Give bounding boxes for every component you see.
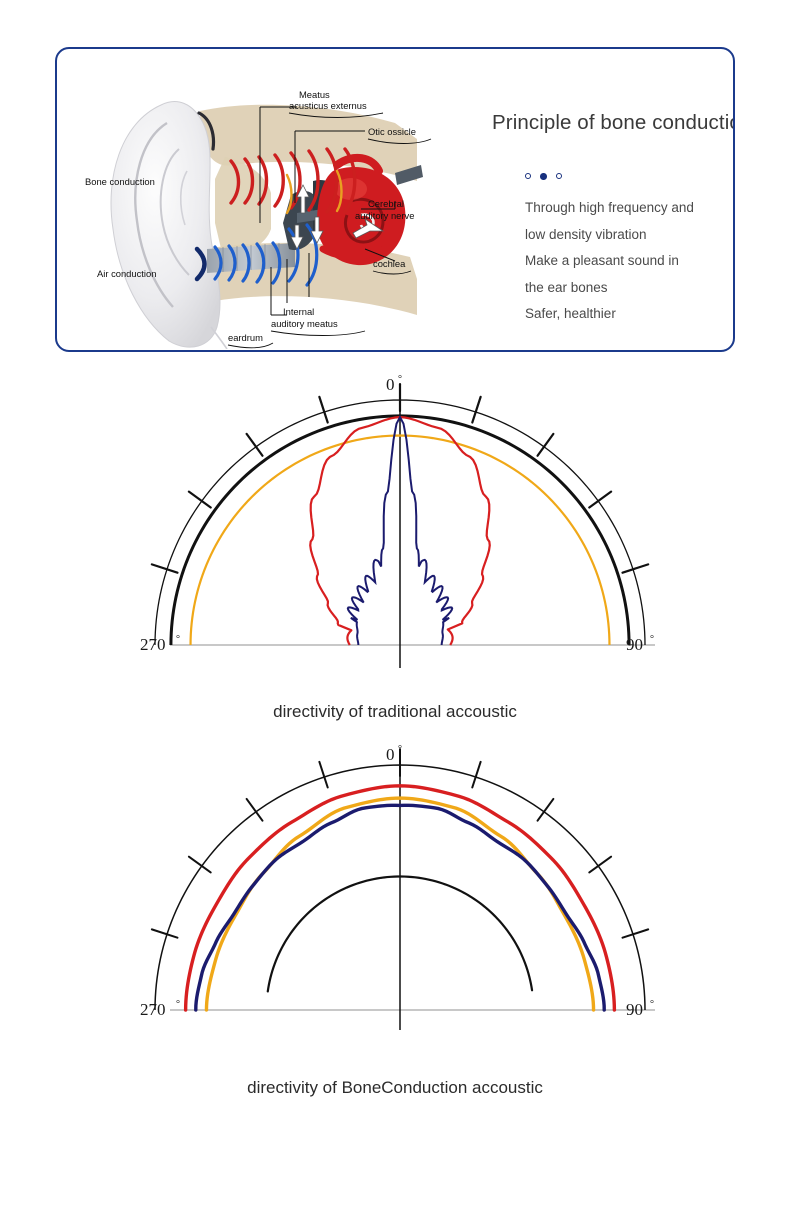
chart1-label-0-deg: ° xyxy=(398,374,402,385)
hero-text-block: Principle of bone conduction Through hig… xyxy=(457,49,735,350)
feature-text-list: Through high frequency and low density v… xyxy=(525,195,733,328)
chart1-label-0: 0 xyxy=(386,375,395,394)
chart2-label-90-deg: ° xyxy=(650,999,654,1010)
label-cerebral-line2: auditory nerve xyxy=(355,210,414,221)
label-cochlea: cochlea xyxy=(373,258,406,269)
bone-conduction-hero-panel: Meatus acusticus externus Otic ossicle B… xyxy=(55,47,735,352)
chart2-caption: directivity of BoneConduction accoustic xyxy=(247,1078,543,1097)
feature-line: the ear bones xyxy=(525,279,608,295)
bullet-dot-hollow-right xyxy=(555,173,562,180)
chart2-label-0: 0 xyxy=(386,745,395,764)
chart1-caption: directivity of traditional accoustic xyxy=(273,702,517,721)
chart1-label-270-deg: ° xyxy=(176,634,180,645)
bullet-dot-group xyxy=(525,173,562,180)
chart1-label-90-deg: ° xyxy=(650,634,654,645)
chart1-label-90: 90 xyxy=(626,635,643,654)
feature-line: Make a pleasant sound in xyxy=(525,253,679,268)
chart2-label-270-deg: ° xyxy=(176,999,180,1010)
feature-line: low density vibration xyxy=(525,226,647,242)
bone-conduction-waves xyxy=(229,147,357,214)
chart2-tick-marks xyxy=(150,748,650,939)
chart2-series-group xyxy=(154,764,646,1012)
chart2-label-90: 90 xyxy=(626,1000,643,1019)
label-internal-line1: Internal xyxy=(283,306,314,317)
chart2-label-0-deg: ° xyxy=(398,744,402,755)
chart1-tick-marks xyxy=(150,382,650,574)
page-title: Principle of bone conduction xyxy=(492,111,735,134)
label-eardrum: eardrum xyxy=(228,332,263,343)
feature-line: Through high frequency and xyxy=(525,200,694,215)
air-conduction-waves xyxy=(213,223,319,287)
label-meatus-line2: acusticus externus xyxy=(289,100,367,111)
bullet-dot-hollow-left xyxy=(525,173,531,180)
nerve-stub xyxy=(395,165,423,185)
label-bone-conduction: Bone conduction xyxy=(85,176,155,187)
label-leader-lines xyxy=(259,106,396,316)
pointer-arrows xyxy=(290,184,385,250)
label-underlines xyxy=(227,112,432,349)
ear-anatomy-figure: Meatus acusticus externus Otic ossicle B… xyxy=(65,53,435,349)
skull-bone-mid xyxy=(215,157,271,257)
traditional-directivity-chart: 270 ° 90 ° 0 ° xyxy=(0,368,790,678)
accent-waves xyxy=(285,169,343,215)
label-otic-ossicle: Otic ossicle xyxy=(368,126,416,137)
label-meatus-line1: Meatus xyxy=(299,89,330,100)
label-air-conduction: Air conduction xyxy=(97,268,156,279)
bullet-dot-solid-center xyxy=(540,173,547,180)
air-wave-lead xyxy=(194,246,207,282)
chart1-series-group xyxy=(154,399,646,646)
boneconduction-directivity-chart: 270 ° 90 ° 0 ° xyxy=(0,742,790,1032)
chart2-label-270: 270 xyxy=(140,1000,166,1019)
feature-line: Safer, healthier xyxy=(525,306,616,321)
chart1-label-270: 270 xyxy=(140,635,166,654)
label-internal-line2: auditory meatus xyxy=(271,318,338,329)
label-cerebral-line1: Cerebral xyxy=(368,198,404,209)
outer-ear-pinna xyxy=(110,101,228,349)
